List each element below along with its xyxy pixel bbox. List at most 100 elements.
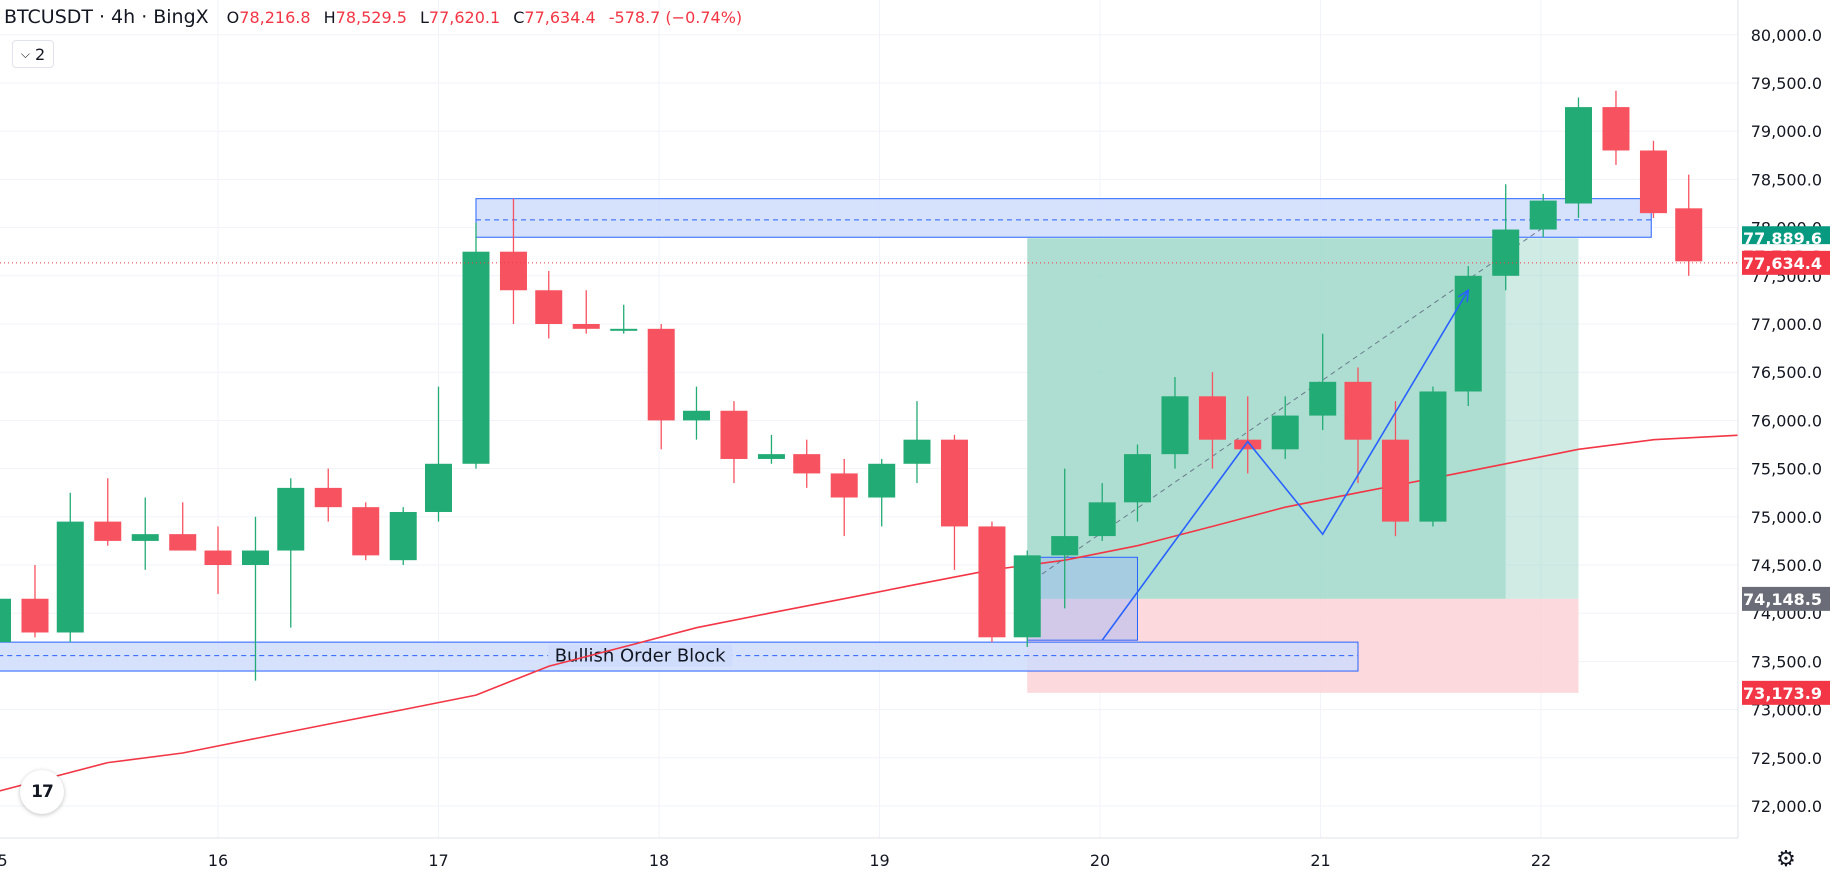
y-tick-label: 74,500.0 bbox=[1751, 556, 1822, 575]
price-label-bg bbox=[1742, 586, 1830, 611]
candle-down bbox=[572, 324, 600, 329]
candle-up bbox=[1309, 381, 1337, 416]
candle-up bbox=[1492, 229, 1520, 276]
order-block-label-bg bbox=[548, 644, 733, 667]
candle-up bbox=[1123, 454, 1151, 503]
candle-up bbox=[131, 534, 159, 541]
zigzag-pattern-line bbox=[1101, 289, 1469, 641]
candle-down bbox=[169, 534, 197, 551]
open-value: 78,216.8 bbox=[239, 7, 311, 27]
legend-separator: · bbox=[141, 6, 148, 28]
y-tick-label: 75,500.0 bbox=[1751, 460, 1822, 479]
interval-label[interactable]: 4h bbox=[111, 6, 136, 28]
candle-down bbox=[1234, 439, 1262, 450]
symbol-name[interactable]: BTCUSDT bbox=[4, 6, 93, 28]
candle-up bbox=[1013, 555, 1041, 638]
exchange-label: BingX bbox=[153, 6, 209, 28]
gear-icon[interactable]: ⚙ bbox=[1776, 846, 1796, 872]
ohlc-values: O78,216.8 H78,529.5 L77,620.1 C77,634.4 … bbox=[227, 8, 750, 27]
candle-up bbox=[903, 439, 931, 464]
candle-down bbox=[1675, 208, 1703, 262]
open-key: O bbox=[226, 7, 240, 27]
x-tick-label: 19 bbox=[869, 851, 889, 870]
indicators-toggle-button[interactable]: ⌵ 2 bbox=[12, 40, 54, 68]
candle-up bbox=[56, 521, 84, 633]
candle-down bbox=[647, 328, 675, 421]
candle-up bbox=[1161, 396, 1189, 455]
candle-up bbox=[610, 328, 638, 331]
candle-down bbox=[21, 598, 49, 633]
candle-up bbox=[868, 463, 896, 498]
legend-separator: · bbox=[99, 6, 106, 28]
candle-down bbox=[499, 251, 527, 291]
candle-up bbox=[389, 511, 417, 561]
y-tick-label: 79,000.0 bbox=[1751, 122, 1822, 141]
resistance-zone bbox=[475, 198, 1652, 238]
x-tick-label: 17 bbox=[428, 851, 448, 870]
price-axis-bg bbox=[1738, 0, 1830, 896]
candle-down bbox=[1344, 381, 1372, 440]
y-tick-label: 76,000.0 bbox=[1751, 411, 1822, 430]
candle-up bbox=[757, 454, 785, 459]
x-tick-label: 22 bbox=[1531, 851, 1551, 870]
y-tick-label: 79,500.0 bbox=[1751, 74, 1822, 93]
candle-down bbox=[1198, 396, 1226, 440]
chevron-down-icon: ⌵ bbox=[20, 46, 30, 61]
time-axis-bg bbox=[0, 838, 1738, 896]
y-tick-label: 78,500.0 bbox=[1751, 170, 1822, 189]
candle-up bbox=[0, 598, 11, 643]
zigzag-arrowhead bbox=[1457, 288, 1470, 303]
x-tick-label: 18 bbox=[649, 851, 669, 870]
y-tick-label: 77,000.0 bbox=[1751, 315, 1822, 334]
x-tick-label: 15 bbox=[0, 851, 8, 870]
high-value: 78,529.5 bbox=[335, 7, 407, 27]
candle-down bbox=[352, 507, 380, 556]
candle-down bbox=[978, 526, 1006, 638]
order-block-label: Bullish Order Block bbox=[555, 646, 726, 667]
candle-down bbox=[204, 550, 232, 565]
candle-down bbox=[1639, 150, 1667, 214]
tradingview-logo-icon[interactable]: 17 bbox=[20, 770, 64, 814]
close-key: C bbox=[513, 7, 525, 27]
candle-up bbox=[1051, 536, 1079, 556]
indicators-count: 2 bbox=[34, 44, 46, 64]
low-key: L bbox=[419, 7, 429, 27]
candle-up bbox=[1564, 107, 1592, 204]
price-label: 74,148.5 bbox=[1743, 590, 1822, 609]
y-tick-label: 72,500.0 bbox=[1751, 749, 1822, 768]
candle-up bbox=[1088, 502, 1116, 537]
target-zone-extension bbox=[1505, 238, 1579, 599]
candle-up bbox=[1529, 200, 1557, 230]
price-label-bg bbox=[1742, 250, 1830, 275]
y-tick-label: 73,000.0 bbox=[1751, 701, 1822, 720]
price-label: 77,634.4 bbox=[1743, 254, 1822, 273]
symbol-legend: BTCUSDT · 4h · BingX O78,216.8 H78,529.5… bbox=[0, 4, 750, 30]
candle-down bbox=[793, 454, 821, 474]
candle-down bbox=[720, 410, 748, 459]
candle-up bbox=[1271, 415, 1299, 450]
candle-down bbox=[1602, 107, 1630, 151]
y-tick-label: 75,000.0 bbox=[1751, 508, 1822, 527]
price-label: 77,889.6 bbox=[1743, 229, 1822, 248]
candle-up bbox=[1419, 391, 1447, 522]
candle-down bbox=[94, 521, 122, 541]
candle-down bbox=[830, 473, 858, 498]
close-value: 77,634.4 bbox=[524, 7, 596, 27]
y-tick-label: 72,000.0 bbox=[1751, 797, 1822, 816]
change-value: -578.7 (−0.74%) bbox=[608, 7, 743, 27]
candle-up bbox=[241, 550, 269, 565]
x-tick-label: 20 bbox=[1090, 851, 1110, 870]
candle-down bbox=[535, 290, 563, 324]
x-tick-label: 21 bbox=[1310, 851, 1330, 870]
price-label: 73,173.9 bbox=[1743, 684, 1822, 703]
entry-box bbox=[1026, 556, 1138, 641]
candle-down bbox=[940, 439, 968, 527]
y-tick-label: 76,500.0 bbox=[1751, 363, 1822, 382]
high-key: H bbox=[323, 7, 336, 27]
candle-down bbox=[1381, 439, 1409, 522]
candle-up bbox=[277, 487, 305, 551]
low-value: 77,620.1 bbox=[428, 7, 501, 27]
candle-up bbox=[462, 251, 490, 464]
price-label-bg bbox=[1742, 680, 1830, 705]
